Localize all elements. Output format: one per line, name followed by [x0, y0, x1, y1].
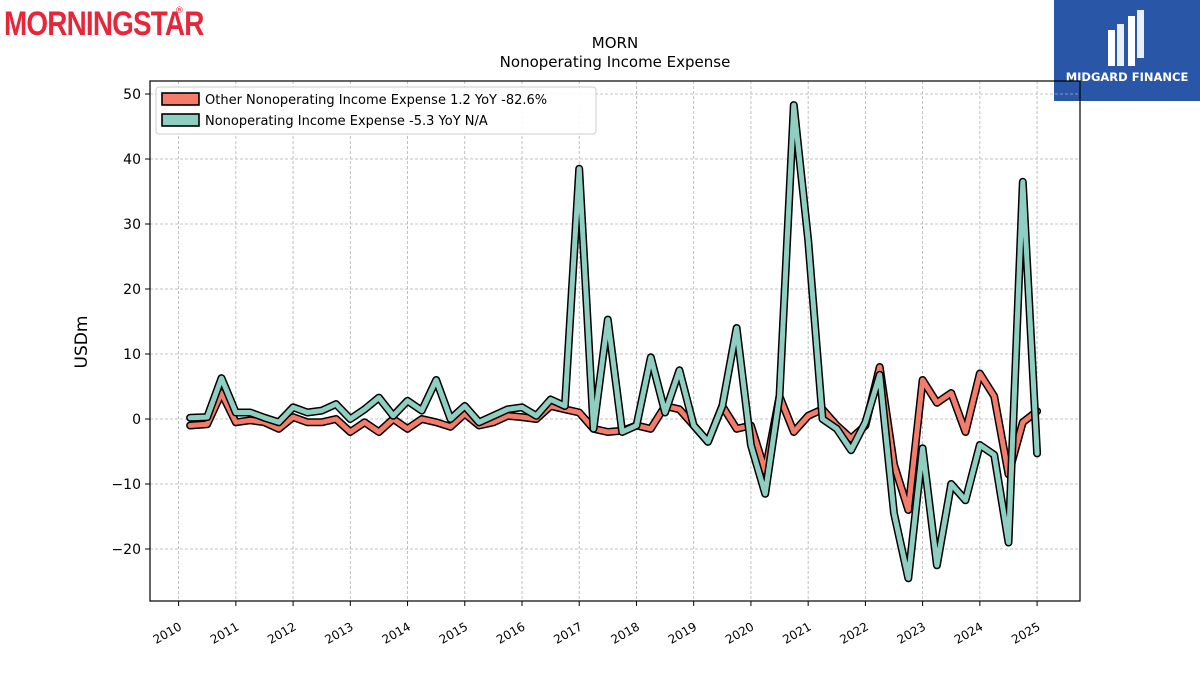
- series-line: [187, 102, 1040, 581]
- chart-subtitle: Nonoperating Income Expense: [500, 53, 731, 71]
- legend-item: Other Nonoperating Income Expense 1.2 Yo…: [161, 92, 547, 108]
- x-tick-label: 2013: [322, 619, 355, 646]
- x-tick-label: 2016: [494, 619, 527, 646]
- legend-swatch: [161, 113, 200, 127]
- x-tick-label: 2021: [780, 619, 813, 646]
- x-tick-label: 2014: [380, 619, 413, 646]
- x-tick-label: 2018: [609, 619, 642, 646]
- legend-label: Nonoperating Income Expense -5.3 YoY N/A: [205, 114, 488, 129]
- x-tick-label: 2023: [895, 619, 928, 646]
- y-axis-label: USDm: [72, 316, 92, 369]
- y-tick-label: 0: [132, 412, 141, 428]
- x-tick-label: 2017: [551, 619, 584, 646]
- legend-label: Other Nonoperating Income Expense 1.2 Yo…: [205, 93, 547, 108]
- midgard-logo-text: MIDGARD FINANCE: [1065, 70, 1189, 84]
- y-tick-label: 20: [123, 282, 141, 298]
- midgard-emblem-icon: [1108, 10, 1144, 66]
- x-tick-label: 2024: [952, 619, 985, 646]
- x-tick-label: 2012: [265, 619, 298, 646]
- x-tick-label: 2011: [208, 619, 241, 646]
- x-tick-label: 2015: [437, 619, 470, 646]
- morningstar-logo: MORNINGSTAR ®: [4, 4, 247, 44]
- y-tick-label: −20: [111, 542, 141, 558]
- legend-item: Nonoperating Income Expense -5.3 YoY N/A: [161, 113, 488, 129]
- x-tick-label: 2025: [1009, 619, 1042, 646]
- chart-title: MORN: [592, 34, 638, 52]
- legend-swatch: [161, 92, 200, 106]
- x-tick-label: 2020: [723, 619, 756, 646]
- series-line: [187, 364, 1040, 513]
- x-tick-label: 2022: [837, 619, 870, 646]
- morningstar-logo-text: MORNINGSTAR: [4, 5, 204, 43]
- y-tick-label: 10: [123, 347, 141, 363]
- x-axis: 2010 2011 2012 2013 2014 2015 2016 2017 2018 2019…: [151, 601, 1043, 647]
- y-tick-label: 50: [123, 87, 141, 103]
- plot-frame: [149, 80, 1081, 602]
- x-tick-label: 2010: [151, 619, 184, 646]
- legend-box: [155, 86, 597, 135]
- series-2: [186, 101, 1042, 583]
- series-lines: [186, 101, 1042, 583]
- legend: Other Nonoperating Income Expense 1.2 Yo…: [155, 86, 597, 135]
- y-tick-label: 30: [123, 217, 141, 233]
- series-1: [186, 363, 1042, 514]
- y-tick-label: 40: [123, 152, 141, 168]
- midgard-finance-logo: MIDGARD FINANCE: [1054, 0, 1200, 101]
- registered-mark: ®: [175, 6, 184, 16]
- y-tick-label: −10: [111, 477, 141, 493]
- x-tick-label: 2019: [666, 619, 699, 646]
- y-axis: −20 −10 0 10 20 30 40 50: [111, 87, 150, 558]
